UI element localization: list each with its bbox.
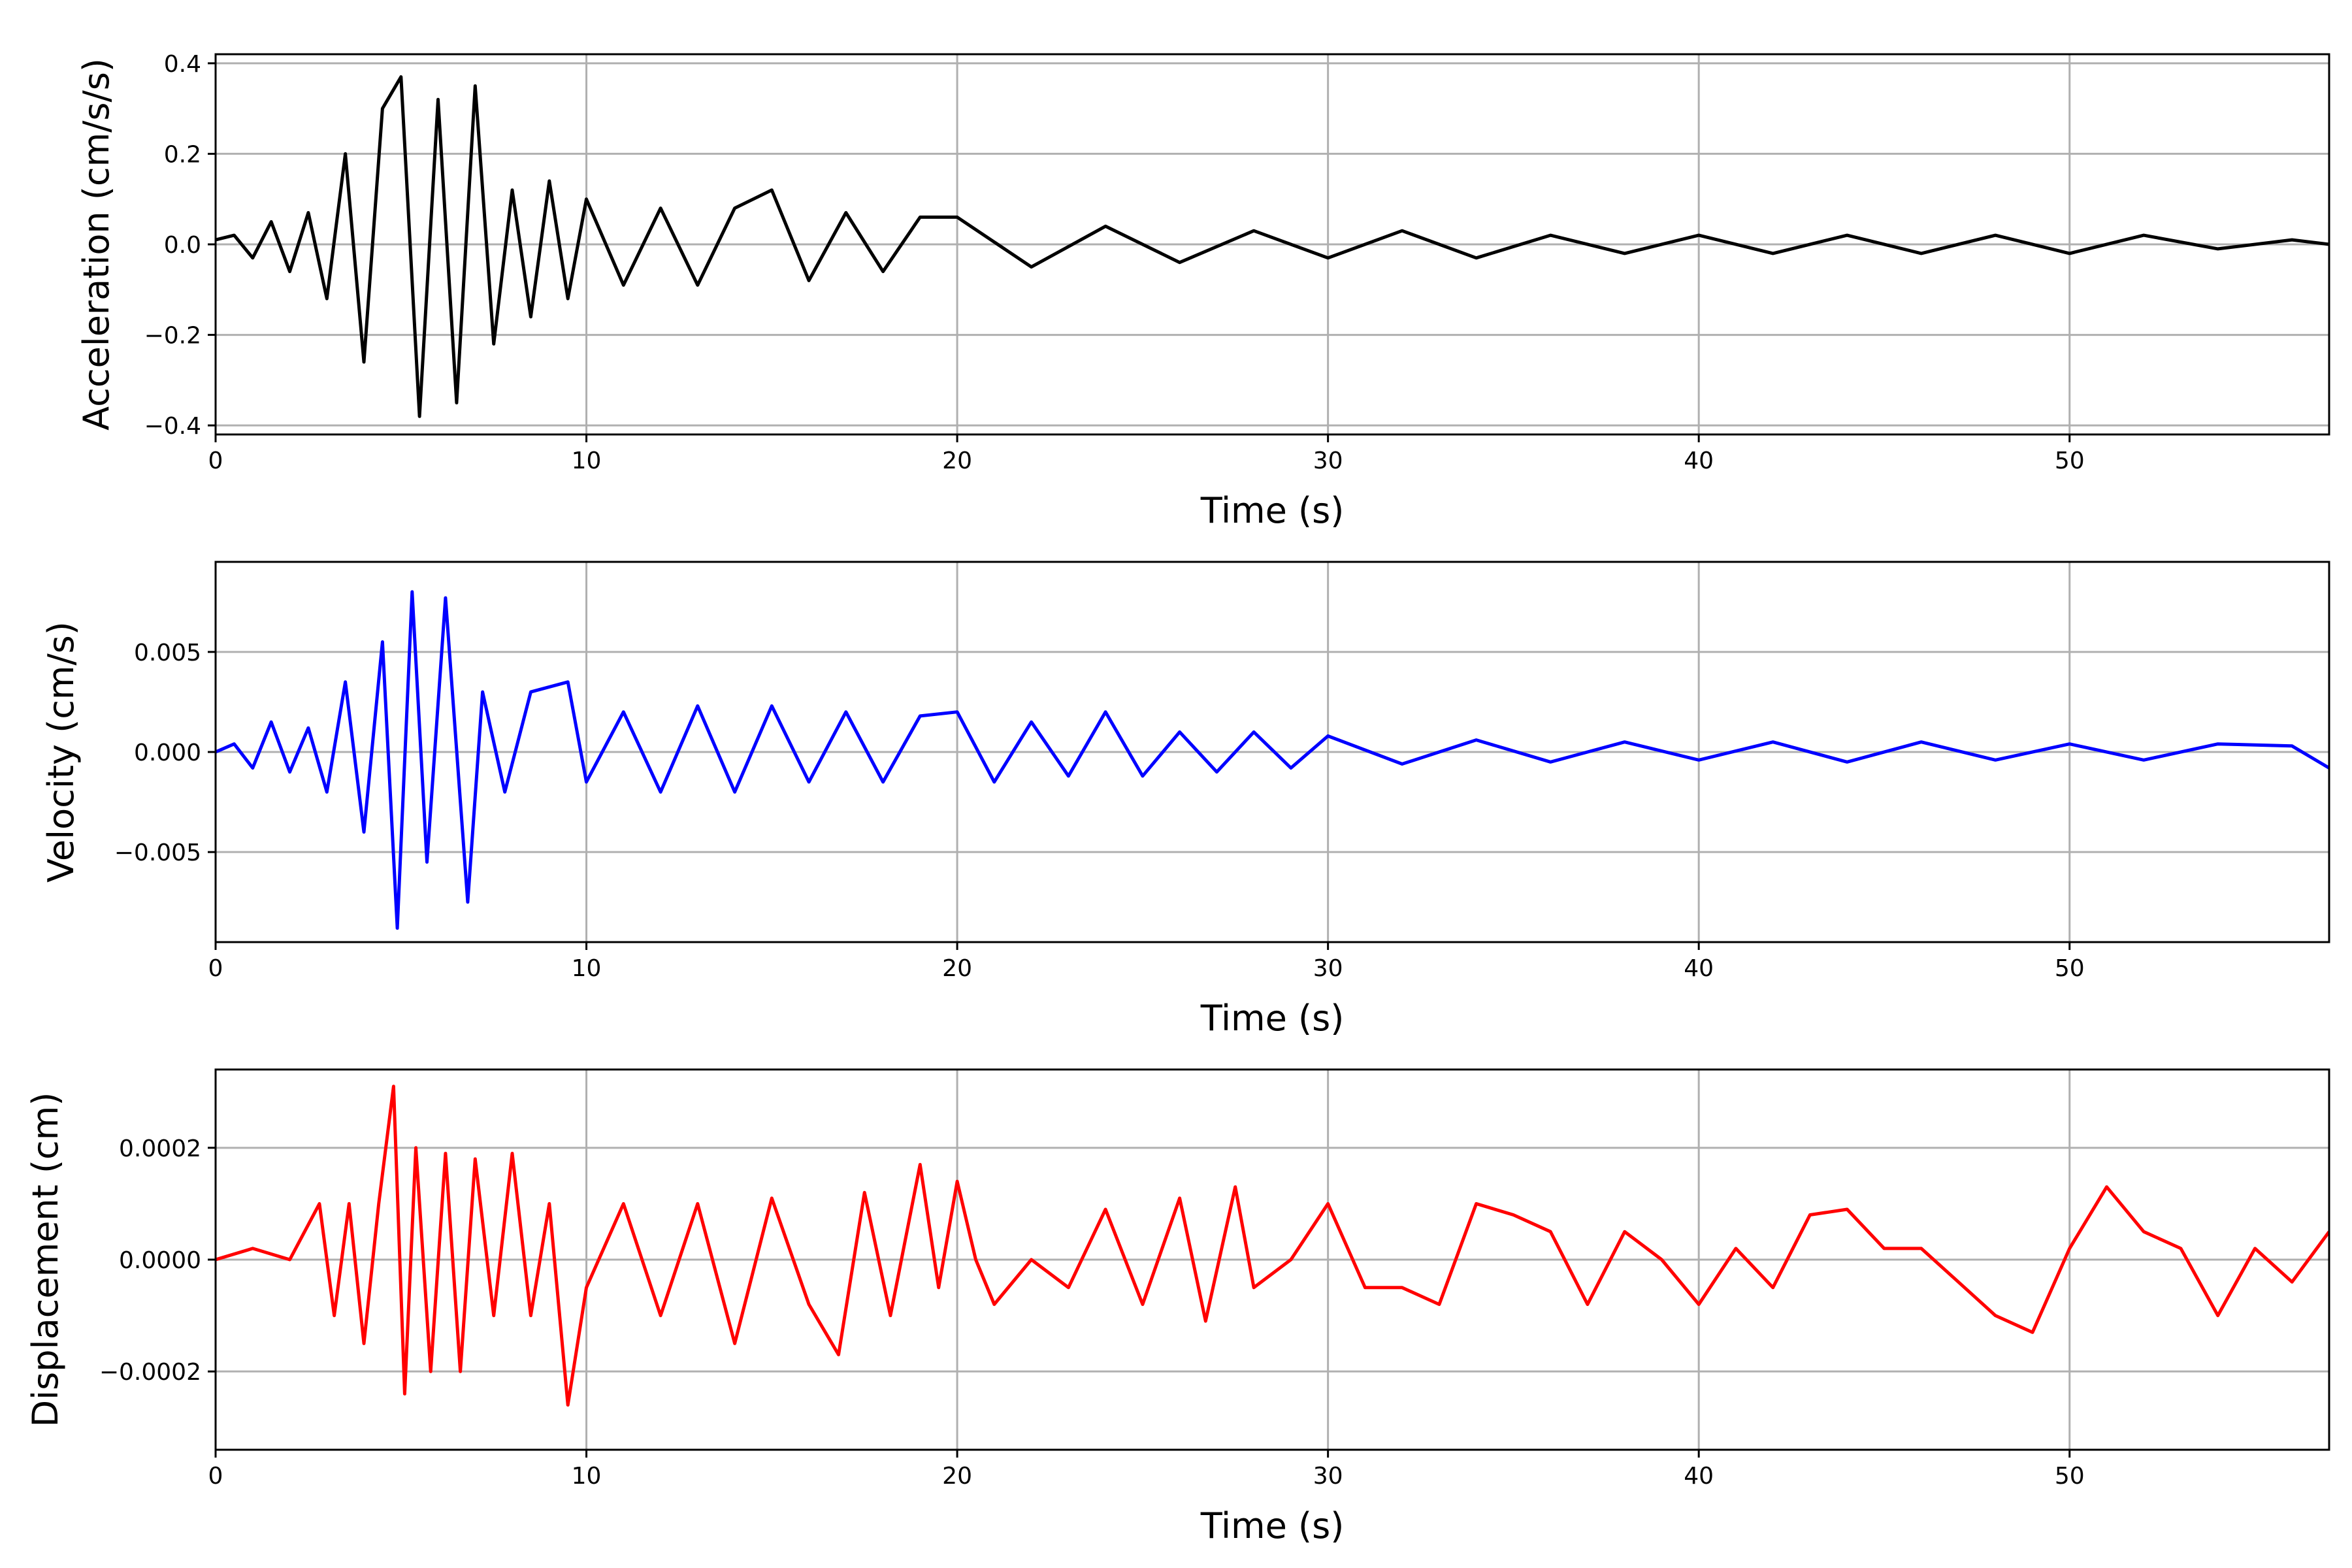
displacement-ytick-label: 0.0002 <box>119 1135 201 1162</box>
displacement-xtick-label: 10 <box>572 1463 602 1490</box>
acceleration-ytick-label: −0.4 <box>144 413 201 440</box>
acceleration-ytick-label: 0.4 <box>164 51 201 78</box>
displacement-xtick-label: 0 <box>208 1463 223 1490</box>
displacement-xtick-label: 40 <box>1684 1463 1714 1490</box>
acceleration-xtick-label: 50 <box>2055 448 2085 474</box>
acceleration-ytick-label: −0.2 <box>144 323 201 350</box>
acceleration-xtick-label: 40 <box>1684 448 1714 474</box>
displacement-xtick-label: 20 <box>942 1463 972 1490</box>
displacement-ylabel: Displacement (cm) <box>25 1092 66 1428</box>
acceleration-series-line <box>216 75 2329 418</box>
velocity-xlabel: Time (s) <box>1200 998 1345 1039</box>
displacement-xtick-label: 30 <box>1313 1463 1343 1490</box>
velocity-xtick-label: 10 <box>572 955 602 982</box>
acceleration-xtick-label: 20 <box>942 448 972 474</box>
displacement-series-line <box>216 1085 2329 1407</box>
displacement-ytick-label: 0.0000 <box>119 1247 201 1274</box>
displacement-panel: 0 10 20 30 40 50 −0.0002 0.0000 0.0002 Time (s) Di… <box>25 1068 2330 1546</box>
acceleration-xtick-label: 0 <box>208 448 223 474</box>
velocity-ytick-label: −0.005 <box>114 840 201 866</box>
velocity-panel: 0 10 20 30 40 50 −0.005 0.000 0.005 Time (s) Veloc… <box>41 561 2330 1039</box>
velocity-xtick-label: 30 <box>1313 955 1343 982</box>
velocity-xtick-label: 20 <box>942 955 972 982</box>
velocity-xtick-label: 40 <box>1684 955 1714 982</box>
velocity-ylabel: Velocity (cm/s) <box>41 621 82 883</box>
velocity-series-line <box>216 590 2329 930</box>
panels: 0 10 20 30 40 50 −0.4 −0.2 0.0 0.2 0.4 Time (s) Acce… <box>25 51 2330 1546</box>
acceleration-xtick-label: 10 <box>572 448 602 474</box>
displacement-xlabel: Time (s) <box>1200 1505 1345 1546</box>
displacement-xtick-label: 50 <box>2055 1463 2085 1490</box>
acceleration-xlabel: Time (s) <box>1200 490 1345 531</box>
acceleration-ytick-label: 0.0 <box>164 232 201 259</box>
acceleration-ylabel: Acceleration (cm/s/s) <box>76 58 117 431</box>
acceleration-ytick-label: 0.2 <box>164 141 201 168</box>
acceleration-xtick-label: 30 <box>1313 448 1343 474</box>
velocity-ytick-label: 0.005 <box>134 640 201 666</box>
velocity-xtick-label: 50 <box>2055 955 2085 982</box>
acceleration-panel: 0 10 20 30 40 50 −0.4 −0.2 0.0 0.2 0.4 Time (s) Acce… <box>76 51 2330 531</box>
velocity-xtick-label: 0 <box>208 955 223 982</box>
displacement-ytick-label: −0.0002 <box>99 1359 201 1386</box>
velocity-ytick-label: 0.000 <box>134 740 201 766</box>
